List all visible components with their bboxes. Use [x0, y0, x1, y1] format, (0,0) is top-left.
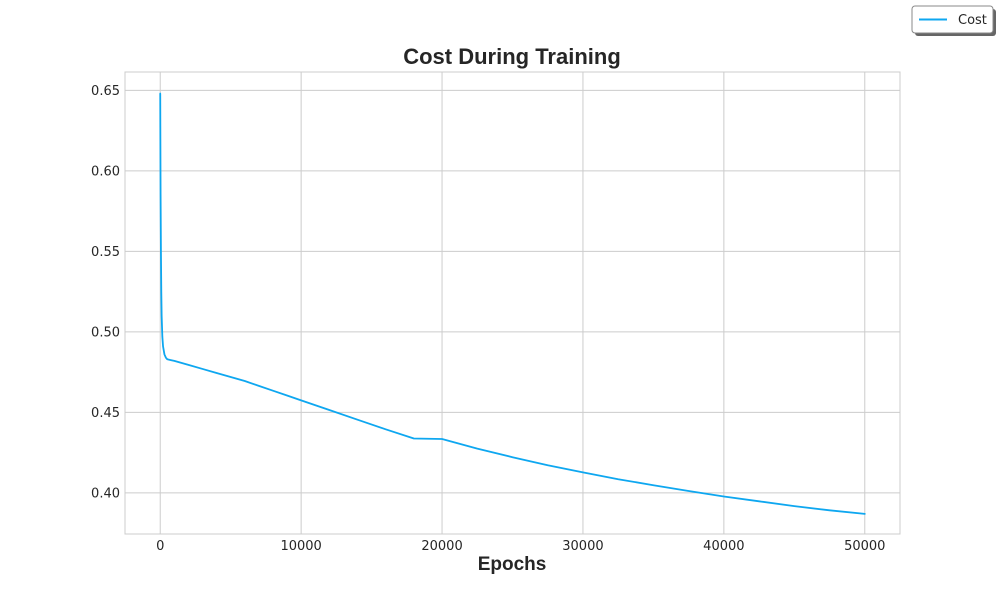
series-lines: [159, 92, 866, 515]
x-tick-labels: 0 10000 20000 30000 40000 50000: [156, 539, 885, 554]
y-tick-label: 0.55: [91, 245, 120, 260]
x-tick-label: 0: [156, 539, 164, 554]
x-tick-label: 40000: [703, 539, 744, 554]
plot-frame: [124, 71, 901, 535]
legend-box: [911, 5, 994, 34]
grid-lines: [125, 72, 900, 534]
series-line-cost: [159, 92, 866, 515]
legend-label: Cost: [958, 13, 987, 28]
plot-area: [125, 72, 900, 534]
legend: Cost: [911, 5, 996, 36]
x-tick-label: 30000: [562, 539, 603, 554]
y-tick-label: 0.40: [91, 486, 120, 501]
x-axis-label: Epochs: [478, 554, 547, 575]
y-tick-label: 0.65: [91, 84, 120, 99]
chart-title: Cost During Training: [403, 44, 621, 69]
x-tick-label: 50000: [844, 539, 885, 554]
y-tick-label: 0.50: [91, 325, 120, 340]
x-tick-label: 10000: [280, 539, 321, 554]
x-tick-label: 20000: [421, 539, 462, 554]
y-tick-labels: 0.40 0.45 0.50 0.55 0.60 0.65: [91, 84, 120, 502]
y-tick-label: 0.45: [91, 406, 120, 421]
y-tick-label: 0.60: [91, 164, 120, 179]
